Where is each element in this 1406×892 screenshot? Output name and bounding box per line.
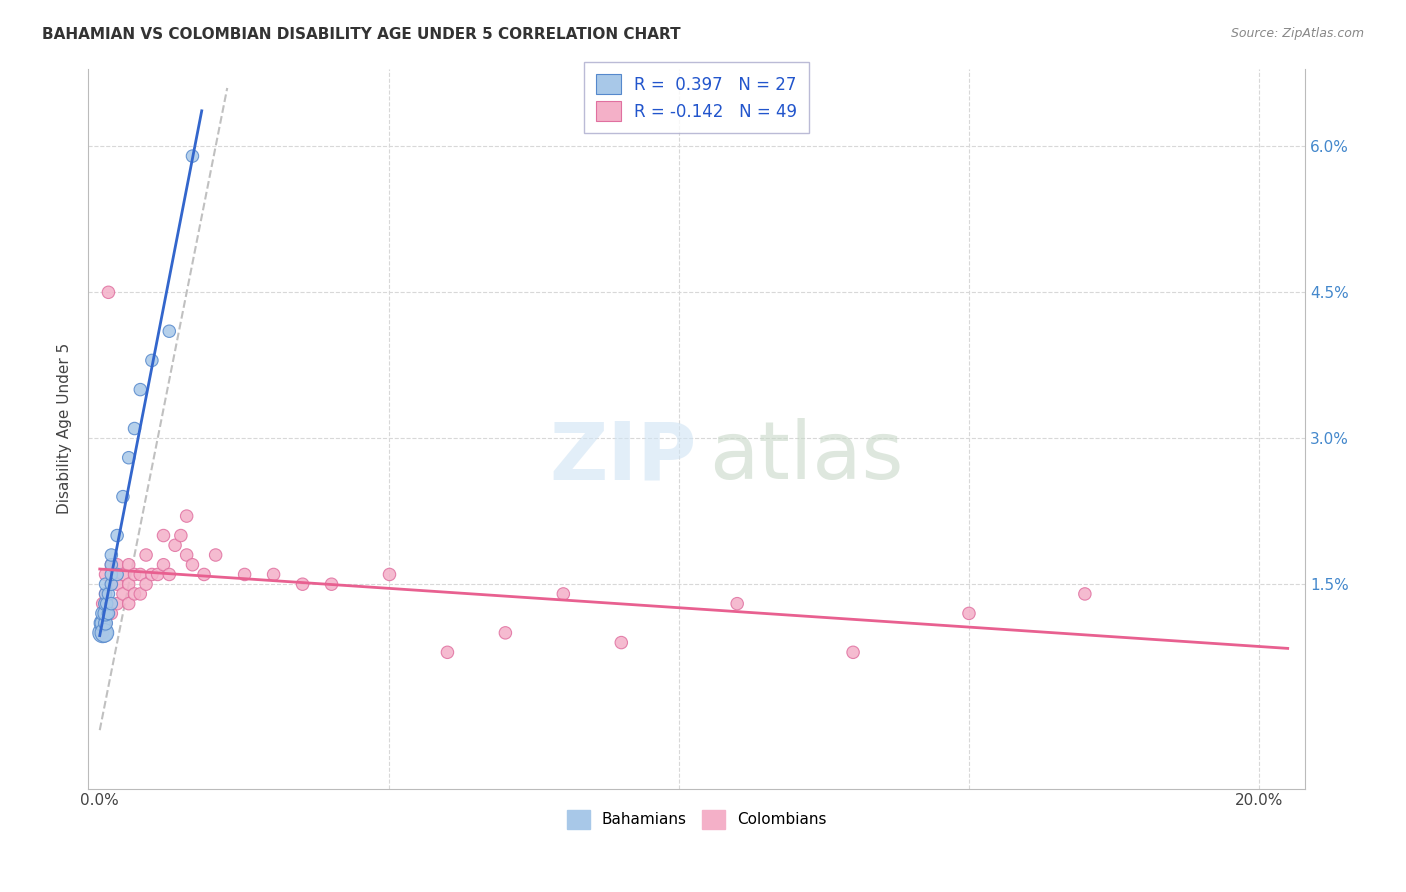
Text: Source: ZipAtlas.com: Source: ZipAtlas.com: [1230, 27, 1364, 40]
Point: [129, 383, 152, 397]
Point: [118, 450, 141, 465]
Point: [91, 607, 114, 621]
Point: [93, 625, 115, 640]
Point: [842, 645, 865, 659]
Point: [725, 597, 748, 611]
Point: [96, 597, 118, 611]
Text: ZIP: ZIP: [550, 418, 696, 496]
Point: [105, 597, 128, 611]
Point: [1074, 587, 1097, 601]
Point: [193, 567, 215, 582]
Point: [124, 567, 146, 582]
Point: [91, 597, 114, 611]
Point: [100, 558, 122, 572]
Point: [610, 635, 633, 649]
Point: [97, 587, 120, 601]
Point: [94, 577, 117, 591]
Point: [233, 567, 256, 582]
Point: [129, 567, 152, 582]
Point: [118, 577, 141, 591]
Point: [91, 625, 114, 640]
Point: [94, 587, 117, 601]
Point: [291, 577, 314, 591]
Point: [94, 597, 117, 611]
Point: [91, 616, 114, 631]
Point: [176, 509, 198, 524]
Y-axis label: Disability Age Under 5: Disability Age Under 5: [58, 343, 72, 514]
Point: [124, 587, 146, 601]
Point: [100, 548, 122, 562]
Point: [176, 548, 198, 562]
Point: [181, 149, 204, 163]
Point: [494, 625, 516, 640]
Point: [91, 625, 114, 640]
Point: [141, 567, 163, 582]
Point: [141, 353, 163, 368]
Point: [152, 528, 174, 542]
Point: [204, 548, 226, 562]
Point: [94, 587, 117, 601]
Point: [105, 567, 128, 582]
Point: [100, 607, 122, 621]
Point: [135, 577, 157, 591]
Point: [135, 548, 157, 562]
Point: [118, 558, 141, 572]
Point: [957, 607, 980, 621]
Point: [157, 324, 180, 338]
Point: [111, 490, 134, 504]
Point: [100, 577, 122, 591]
Point: [100, 597, 122, 611]
Point: [170, 528, 193, 542]
Point: [105, 558, 128, 572]
Point: [152, 558, 174, 572]
Point: [97, 285, 120, 300]
Point: [105, 528, 128, 542]
Point: [111, 567, 134, 582]
Point: [105, 577, 128, 591]
Point: [553, 587, 575, 601]
Point: [94, 607, 117, 621]
Text: atlas: atlas: [709, 418, 903, 496]
Point: [436, 645, 458, 659]
Point: [165, 538, 187, 552]
Point: [94, 616, 117, 631]
Point: [94, 616, 117, 631]
Point: [378, 567, 401, 582]
Point: [97, 607, 120, 621]
Point: [100, 558, 122, 572]
Point: [129, 587, 152, 601]
Legend: Bahamians, Colombians: Bahamians, Colombians: [561, 804, 832, 835]
Point: [91, 616, 114, 631]
Point: [100, 567, 122, 582]
Point: [118, 597, 141, 611]
Point: [321, 577, 343, 591]
Point: [100, 577, 122, 591]
Point: [263, 567, 285, 582]
Point: [146, 567, 169, 582]
Point: [181, 558, 204, 572]
Point: [157, 567, 180, 582]
Point: [124, 421, 146, 435]
Text: BAHAMIAN VS COLOMBIAN DISABILITY AGE UNDER 5 CORRELATION CHART: BAHAMIAN VS COLOMBIAN DISABILITY AGE UND…: [42, 27, 681, 42]
Point: [94, 597, 117, 611]
Point: [94, 567, 117, 582]
Point: [111, 587, 134, 601]
